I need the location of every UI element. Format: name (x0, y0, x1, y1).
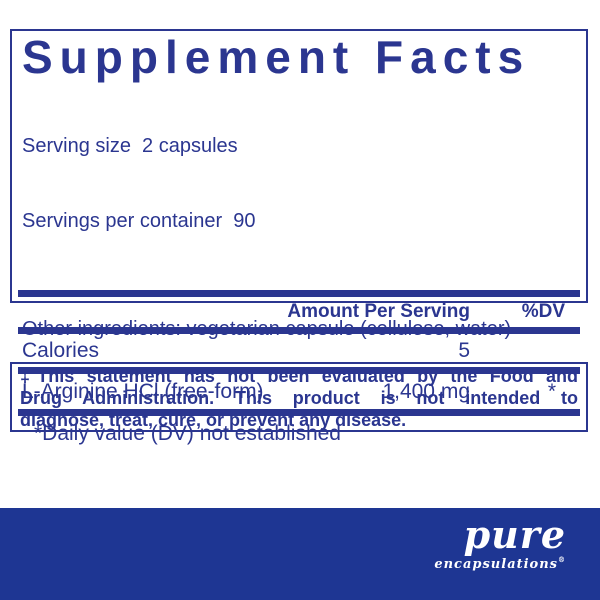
nutrient-amount: 5 (458, 339, 470, 362)
panel-title: Supplement Facts (22, 31, 531, 83)
brand-subname: encapsulations® (434, 553, 566, 572)
brand-footer: pure encapsulations® (0, 508, 600, 600)
disclaimer-box: ‡This statement has not been evaluated b… (10, 362, 588, 432)
disclaimer-line: diagnose, treat, cure, or prevent any di… (20, 410, 407, 430)
serving-info: Serving size 2 capsules Servings per con… (22, 84, 586, 284)
nutrient-row: Calories 5 (12, 334, 586, 367)
brand-name: pure (463, 512, 566, 557)
footnote-row: *Daily value (DV) not established (12, 416, 586, 451)
percent-dv-header: %DV (521, 301, 565, 322)
nutrient-dv: * (547, 380, 556, 403)
thick-divider (18, 290, 580, 297)
thick-divider (18, 409, 580, 416)
brand-subname-text: encapsulations (434, 557, 558, 572)
thick-divider (18, 327, 580, 334)
nutrient-name: Calories (22, 339, 100, 362)
registered-trademark-icon: ® (558, 555, 566, 564)
amount-per-serving-header: Amount Per Serving (287, 301, 470, 322)
other-ingredients-text: Other ingredients: vegetarian capsule (c… (22, 318, 512, 340)
daily-value-footnote: *Daily value (DV) not established (34, 422, 341, 445)
nutrient-amount: 1,400 mg (382, 380, 470, 403)
nutrient-row: L-Arginine HCl (free-form) 1,400 mg * (12, 374, 586, 409)
disclaimer-line: Drug Administration. This product is not… (20, 388, 578, 408)
thick-divider (18, 367, 580, 374)
column-header-row: Amount Per Serving %DV (12, 297, 586, 327)
disclaimer-line: ‡This statement has not been evaluated b… (20, 366, 578, 386)
supplement-facts-panel: Supplement Facts Serving size 2 capsules… (10, 29, 588, 445)
servings-per-container-line: Servings per container 90 (22, 210, 256, 232)
brand-logo: pure encapsulations® (434, 512, 566, 572)
serving-size-line: Serving size 2 capsules (22, 135, 238, 157)
nutrient-name: L-Arginine HCl (free-form) (22, 380, 264, 403)
